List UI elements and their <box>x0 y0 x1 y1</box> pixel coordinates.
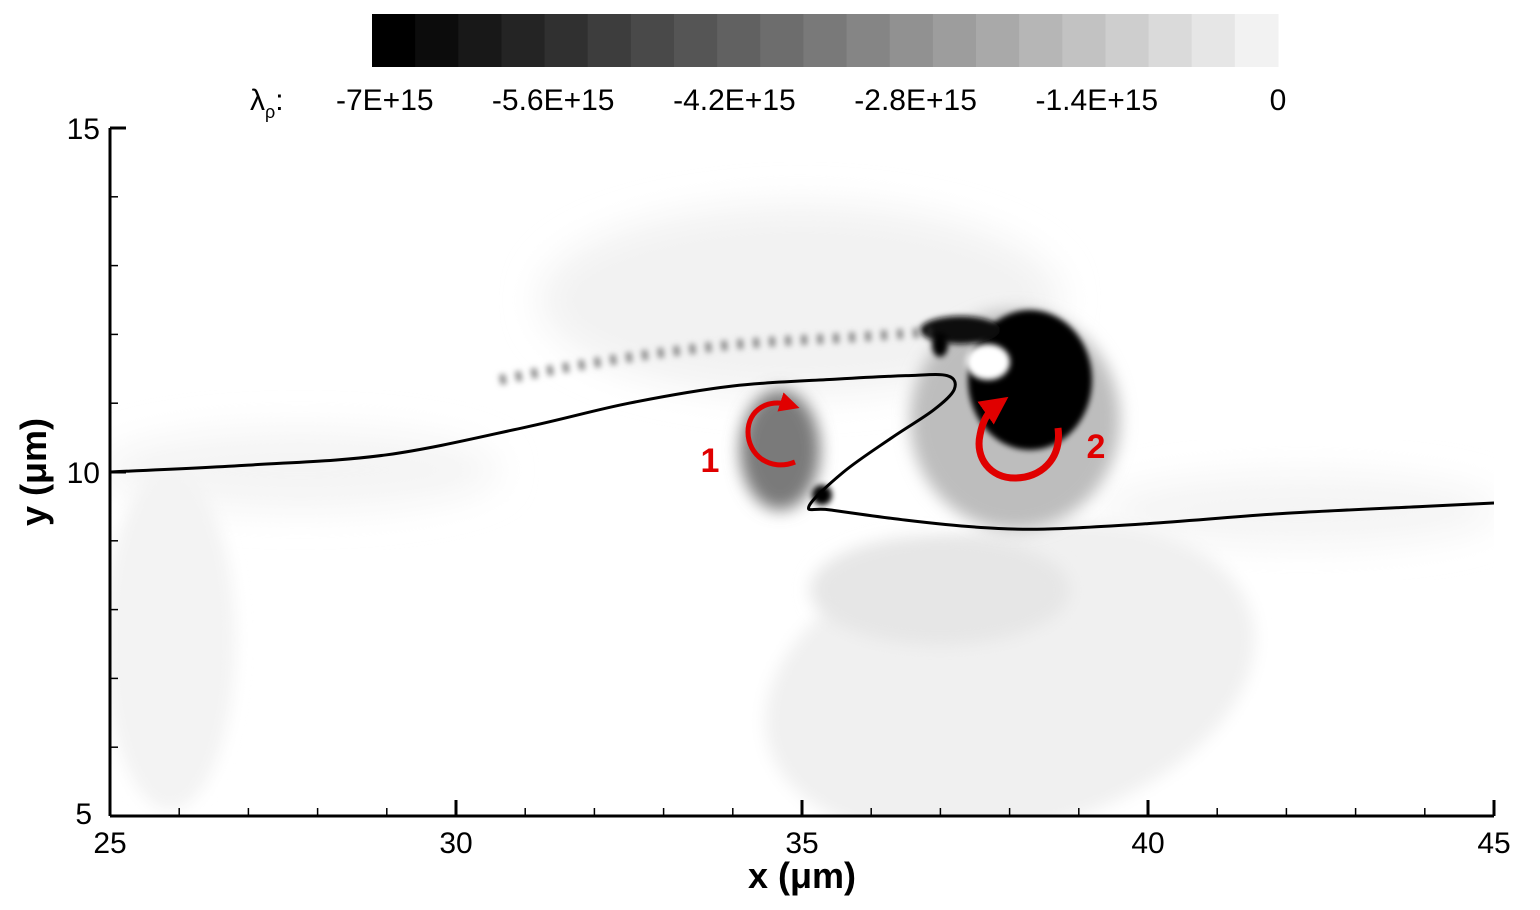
x-tick-label: 25 <box>93 827 126 860</box>
field-band-left <box>110 430 500 510</box>
field-lobe-left <box>110 470 235 810</box>
vortex-annotations: 1 2 <box>701 392 1106 482</box>
colorbar-tick-label: -1.4E+15 <box>1036 84 1159 117</box>
colorbar-tick-label: -7E+15 <box>336 84 434 117</box>
field-band-right <box>1100 475 1494 545</box>
x-axis-title: x (μm) <box>748 855 856 896</box>
colorbar-level <box>630 14 675 67</box>
colorbar-level <box>932 14 977 67</box>
colorbar-level <box>760 14 805 67</box>
colorbar-level <box>372 14 416 67</box>
field-vortex1-tip <box>812 485 832 505</box>
y-tick-label: 10 <box>67 457 100 490</box>
colorbar-level <box>544 14 589 67</box>
colorbar-tick-label: -5.6E+15 <box>492 84 615 117</box>
field-lobe-lower-core <box>810 535 1070 645</box>
x-tick-label: 45 <box>1477 827 1510 860</box>
interface-line <box>110 373 1494 531</box>
density-field <box>110 205 1494 816</box>
vortex-label-1: 1 <box>701 442 720 480</box>
colorbar-tick-label: -4.2E+15 <box>673 84 796 117</box>
colorbar-level <box>717 14 761 67</box>
colorbar-tick-label: -2.8E+15 <box>854 84 977 117</box>
colorbar-level <box>587 14 632 67</box>
colorbar-tick-label: 0 <box>1270 84 1287 117</box>
y-tick-label: 5 <box>75 798 92 831</box>
colorbar-level <box>1191 14 1236 67</box>
x-tick-label: 40 <box>1131 827 1164 860</box>
x-tick-label: 30 <box>439 827 472 860</box>
colorbar-level <box>501 14 546 67</box>
colorbar-level <box>1019 14 1063 67</box>
vortex-label-2: 2 <box>1087 428 1106 466</box>
colorbar-level <box>976 14 1020 67</box>
colorbar-level <box>846 14 891 67</box>
colorbar-symbol: λρ: <box>250 84 284 122</box>
colorbar-level <box>1148 14 1193 67</box>
y-axis-title: y (μm) <box>13 418 54 526</box>
colorbar-level <box>889 14 934 67</box>
field-vortex2-cap <box>920 316 1000 344</box>
colorbar-tick-labels: -7E+15 -5.6E+15 -4.2E+15 -2.8E+15 -1.4E+15 0 <box>336 84 1286 117</box>
field-plume-upper <box>540 205 1060 395</box>
colorbar-level <box>458 14 503 67</box>
field-vortex1-shade <box>740 390 820 510</box>
colorbar <box>372 14 1279 67</box>
colorbar-level <box>1062 14 1107 67</box>
y-tick-label: 15 <box>67 113 100 146</box>
x-axis-ticks: 25 30 35 40 45 <box>93 800 1511 860</box>
vortex1-rotation-arrow <box>745 392 800 468</box>
colorbar-level <box>1234 14 1279 67</box>
vortex2-rotation-arrow <box>975 396 1062 482</box>
colorbar-level <box>674 14 718 67</box>
colorbar-level <box>415 14 459 67</box>
field-vortex2-light <box>966 344 1010 380</box>
colorbar-level <box>1105 14 1150 67</box>
y-axis-ticks: 5 10 15 <box>67 113 126 831</box>
x-tick-label: 35 <box>785 827 818 860</box>
field-spot <box>932 333 948 357</box>
colorbar-level <box>803 14 848 67</box>
